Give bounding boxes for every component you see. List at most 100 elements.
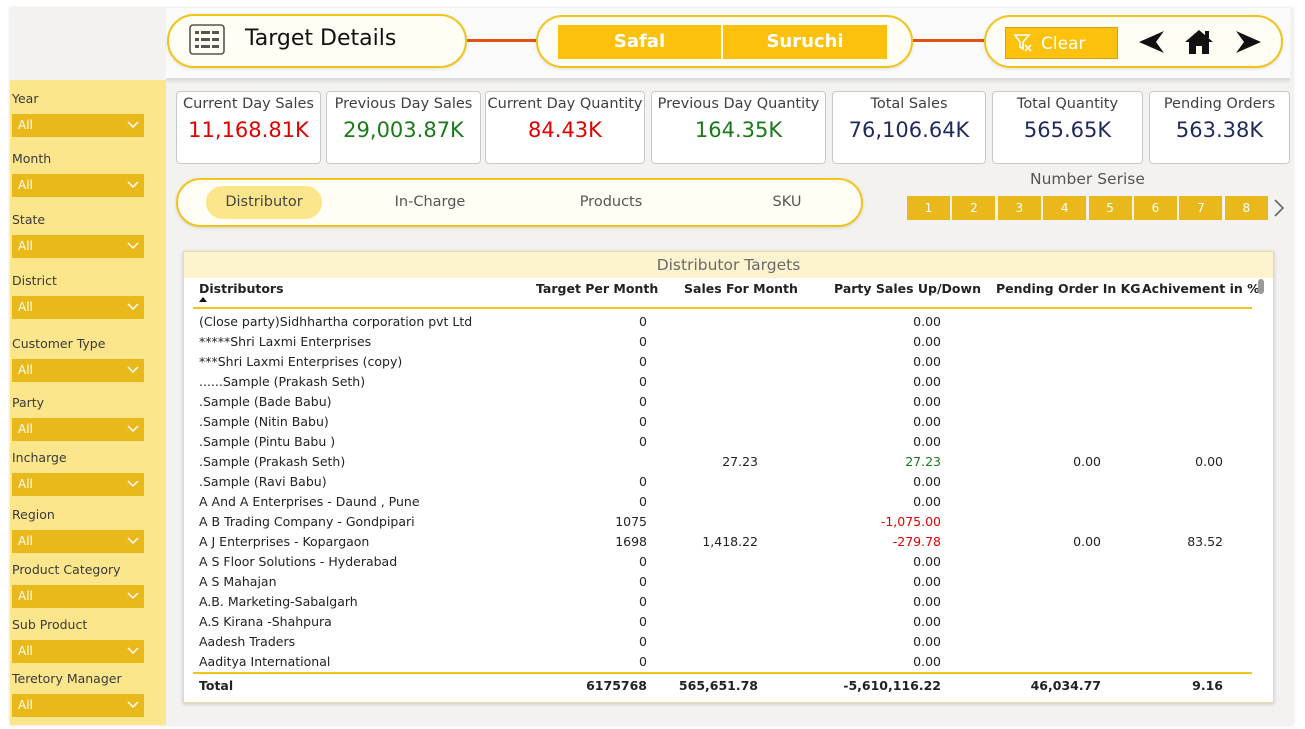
table-row[interactable]: Aadesh Traders 0 0.00 [193, 631, 1252, 651]
cell-distributor: .Sample (Prakash Seth) [199, 454, 346, 469]
table-title: Distributor Targets [184, 252, 1273, 278]
number-series-button-7[interactable]: 7 [1179, 196, 1223, 220]
number-series-button-4[interactable]: 4 [1043, 196, 1087, 220]
cell-target-per-month: 0 [639, 574, 647, 589]
number-series-button-3[interactable]: 3 [997, 196, 1041, 220]
table-row[interactable]: A B Trading Company - Gondpipari 1075 -1,0… [193, 511, 1252, 531]
filter-dropdown-teretory-manager[interactable]: All [12, 694, 144, 717]
back-arrow-icon[interactable] [1136, 27, 1166, 57]
filter-dropdown-sub-product[interactable]: All [12, 640, 144, 663]
cell-distributor: A.S Kirana -Shahpura [199, 614, 332, 629]
distributor-targets-panel: Distributor Targets [183, 251, 1274, 703]
kpi-card-pending-orders: Pending Orders 563.38K [1149, 91, 1290, 164]
filter-year: Year All [12, 91, 146, 137]
brand-button-suruchi[interactable]: Suruchi [723, 25, 887, 59]
number-series-button-5[interactable]: 5 [1088, 196, 1132, 220]
filter-value: All [18, 589, 33, 603]
filter-dropdown-incharge[interactable]: All [12, 473, 144, 496]
tab-in-charge[interactable]: In-Charge [394, 194, 466, 210]
cell-achievement-percent: 0.00 [1195, 454, 1223, 469]
table-scrollbar[interactable] [1258, 279, 1264, 294]
table-row[interactable]: (Close party)Sidhhartha corporation pvt … [193, 311, 1252, 331]
home-icon[interactable] [1184, 27, 1214, 57]
filter-label: Customer Type [12, 336, 106, 351]
kpi-card-current-day-quantity: Current Day Quantity 84.43K [485, 91, 645, 164]
table-row[interactable]: A.B. Marketing-Sabalgarh 0 0.00 [193, 591, 1252, 611]
filter-dropdown-district[interactable]: All [12, 296, 144, 319]
table-row[interactable]: *****Shri Laxmi Enterprises 0 0.00 [193, 331, 1252, 351]
column-header-sales-for-month[interactable]: Sales For Month [684, 281, 798, 296]
filter-label: Party [12, 395, 45, 410]
table-row[interactable]: A S Mahajan 0 0.00 [193, 571, 1252, 591]
tab-products[interactable]: Products [579, 194, 643, 210]
menu-list-icon[interactable] [189, 24, 225, 55]
table-row[interactable]: .Sample (Nitin Babu) 0 0.00 [193, 411, 1252, 431]
cell-pending-order-kg: 0.00 [1073, 534, 1101, 549]
table-row[interactable]: Aaditya International 0 0.00 [193, 651, 1252, 671]
total-achievement-percent: 9.16 [1192, 678, 1223, 693]
table-row[interactable]: .Sample (Pintu Babu ) 0 0.00 [193, 431, 1252, 451]
filter-dropdown-region[interactable]: All [12, 530, 144, 553]
total-label: Total [199, 678, 234, 693]
filter-label: Month [12, 151, 52, 166]
column-header-distributors[interactable]: Distributors [199, 281, 284, 296]
filter-dropdown-state[interactable]: All [12, 235, 144, 258]
number-series-button-6[interactable]: 6 [1134, 196, 1177, 220]
filter-dropdown-month[interactable]: All [12, 174, 144, 197]
cell-distributor: A J Enterprises - Kopargaon [199, 534, 370, 549]
brand-button-safal[interactable]: Safal [558, 25, 721, 59]
clear-filters-button[interactable]: Clear [1005, 27, 1118, 59]
kpi-title: Previous Day Quantity [657, 96, 820, 112]
table-row[interactable]: A.S Kirana -Shahpura 0 0.00 [193, 611, 1252, 631]
cell-target-per-month: 0 [639, 634, 647, 649]
tab-sku[interactable]: SKU [772, 194, 802, 210]
number-series-button-2[interactable]: 2 [952, 196, 996, 220]
chevron-down-icon [127, 181, 139, 189]
filter-value: All [18, 363, 33, 377]
table-row[interactable]: A S Floor Solutions - Hyderabad 0 0.00 [193, 551, 1252, 571]
table-row[interactable]: .Sample (Prakash Seth) 27.23 27.23 0.00 0.00 [193, 451, 1252, 471]
number-series-button-8[interactable]: 8 [1224, 196, 1268, 220]
forward-arrow-icon[interactable] [1234, 27, 1264, 57]
tab-distributor[interactable]: Distributor [206, 186, 322, 219]
chevron-down-icon [127, 425, 139, 433]
cell-distributor: A And A Enterprises - Daund , Pune [199, 494, 420, 509]
filter-customer-type: Customer Type All [12, 336, 146, 382]
filter-value: All [18, 534, 33, 548]
table-row[interactable]: .Sample (Ravi Babu) 0 0.00 [193, 471, 1252, 491]
column-header-pending-order-kg[interactable]: Pending Order In KG [996, 281, 1141, 296]
cell-target-per-month: 0 [639, 314, 647, 329]
cell-party-sales-up-down: 0.00 [913, 574, 941, 589]
column-header-achievement-percent[interactable]: Achivement in % [1142, 281, 1260, 296]
filter-district: District All [12, 273, 146, 319]
cell-target-per-month: 1698 [615, 534, 647, 549]
filter-dropdown-product-category[interactable]: All [12, 585, 144, 608]
table-row[interactable]: ......Sample (Prakash Seth) 0 0.00 [193, 371, 1252, 391]
cell-target-per-month: 0 [639, 354, 647, 369]
cell-distributor: A.B. Marketing-Sabalgarh [199, 594, 358, 609]
total-sales-for-month: 565,651.78 [678, 678, 758, 693]
table-row[interactable]: .Sample (Bade Babu) 0 0.00 [193, 391, 1252, 411]
total-target-per-month: 6175768 [586, 678, 647, 693]
table-row[interactable]: A J Enterprises - Kopargaon 1698 1,418.22 -… [193, 531, 1252, 551]
filter-value: All [18, 178, 33, 192]
kpi-card-total-sales: Total Sales 76,106.64K [832, 91, 986, 164]
cell-target-per-month: 0 [639, 654, 647, 669]
filter-dropdown-customer-type[interactable]: All [12, 359, 144, 382]
table-row[interactable]: ***Shri Laxmi Enterprises (copy) 0 0.00 [193, 351, 1252, 371]
cell-party-sales-up-down: 0.00 [913, 394, 941, 409]
filter-dropdown-year[interactable]: All [12, 114, 144, 137]
number-series-button-1[interactable]: 1 [907, 196, 950, 220]
table-row[interactable]: A And A Enterprises - Daund , Pune 0 0.00 [193, 491, 1252, 511]
column-header-target-per-month[interactable]: Target Per Month [536, 281, 659, 296]
kpi-title: Current Day Sales [183, 96, 314, 112]
chevron-right-icon[interactable] [1273, 198, 1285, 218]
cell-party-sales-up-down: -1,075.00 [880, 514, 941, 529]
filter-dropdown-party[interactable]: All [12, 418, 144, 441]
chevron-down-icon [127, 537, 139, 545]
clear-label: Clear [1041, 34, 1086, 54]
cell-target-per-month: 0 [639, 334, 647, 349]
filter-label: District [12, 273, 57, 288]
column-header-party-sales-up-down[interactable]: Party Sales Up/Down [834, 281, 981, 296]
header-connector-left [467, 39, 537, 42]
